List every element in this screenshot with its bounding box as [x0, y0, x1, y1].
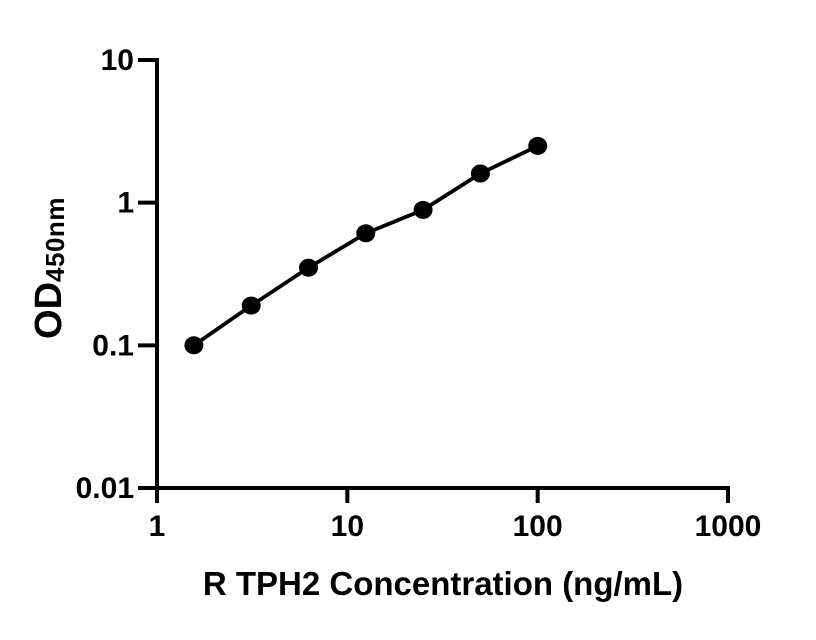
x-tick-label: 10: [331, 510, 364, 543]
data-point: [470, 164, 490, 183]
x-tick-label: 1: [149, 510, 166, 543]
y-tick-label: 1: [117, 187, 134, 220]
x-tick-label: 100: [513, 510, 563, 543]
y-axis-label: OD450nm: [28, 197, 70, 339]
data-point: [413, 200, 433, 219]
x-tick-label: 1000: [695, 510, 762, 543]
data-point: [241, 296, 261, 315]
y-axis-label-main: OD: [28, 281, 70, 339]
data-point: [356, 224, 376, 243]
y-tick-label: 0.01: [76, 472, 134, 505]
y-tick-label: 0.1: [92, 329, 134, 362]
y-tick-label: 10: [101, 44, 134, 77]
data-point: [299, 258, 318, 277]
y-axis-label-subscript: 450nm: [40, 197, 70, 282]
data-point: [528, 136, 548, 155]
x-axis-label: R TPH2 Concentration (ng/mL): [202, 565, 684, 602]
data-point: [184, 336, 204, 355]
